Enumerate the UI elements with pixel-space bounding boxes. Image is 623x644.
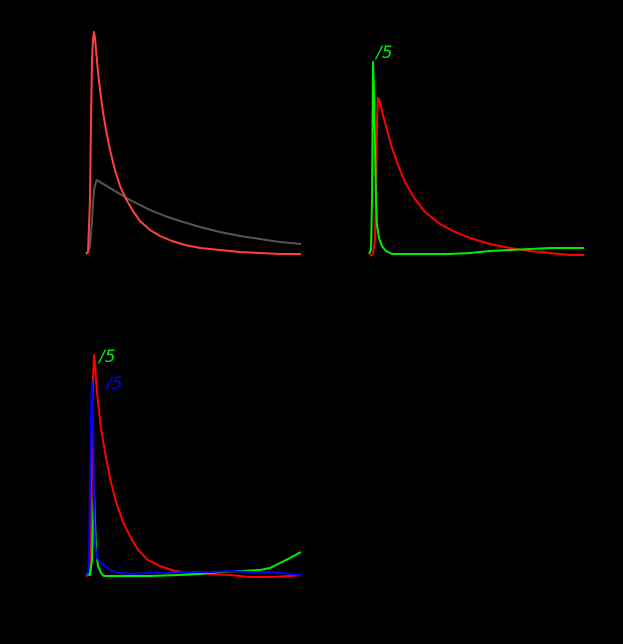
scale-annotation: /5 [104,374,123,394]
series-line [85,354,302,578]
series-line [368,61,584,255]
series-line [85,491,302,577]
panel-top-left [85,31,302,255]
series-line [85,381,302,576]
series-line [85,179,302,254]
panel-top-right: /5 [368,43,584,257]
series-line [85,31,301,255]
scale-annotation: /5 [374,43,393,63]
panel-bottom-left: /5 /5 [85,347,302,578]
scale-annotation: /5 [97,347,116,367]
